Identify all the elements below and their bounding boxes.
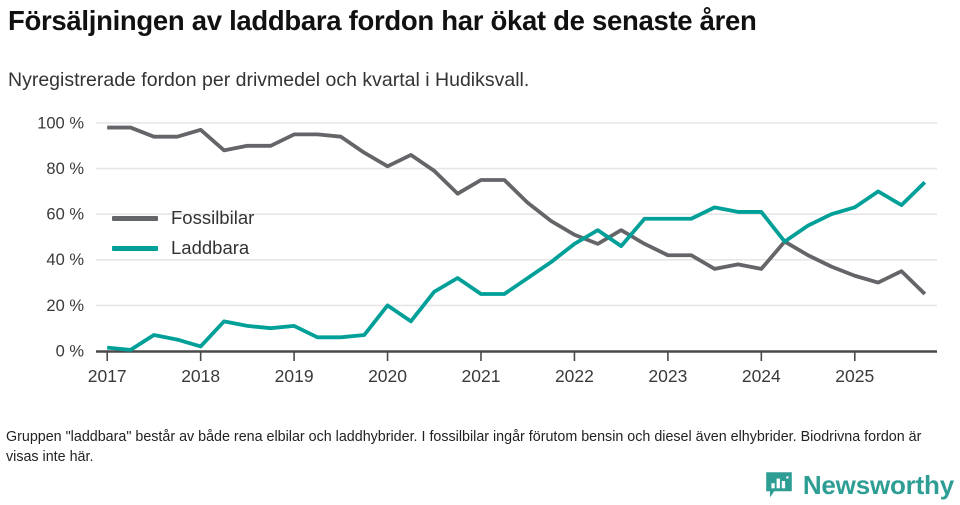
series-line-laddbara[interactable] (107, 180, 927, 352)
x-axis-tick-label: 2022 (555, 366, 594, 386)
y-axis-tick-label: 80 % (46, 160, 84, 178)
x-axis-tick-label: 2017 (88, 366, 127, 386)
y-axis-tick-label: 60 % (46, 206, 84, 224)
line-chart-svg: 0 % 20 % 40 % 60 % 80 % 100 % 2017 2018 2019 202… (37, 114, 937, 386)
legend-label-fossilbilar: Fossilbilar (171, 207, 255, 228)
chart-legend: Fossilbilar Laddbara (112, 207, 254, 259)
y-axis-tick-label: 0 % (56, 342, 85, 360)
x-axis-tick-label: 2024 (742, 366, 781, 386)
x-axis-tickmarks (106, 352, 856, 361)
bar-chart-speech-bubble-icon (766, 472, 792, 498)
x-axis-tick-labels: 2017 2018 2019 2020 2021 2022 2023 2024 2025 (88, 366, 874, 386)
y-gridlines (96, 122, 937, 307)
x-axis-tick-label: 2019 (275, 366, 314, 386)
chart-subtitle: Nyregistrerade fordon per drivmedel och … (8, 69, 530, 91)
series-line-fossilbilar[interactable] (107, 125, 927, 296)
legend-color-swatch-laddbara (112, 245, 158, 251)
x-axis-tick-label: 2020 (368, 366, 407, 386)
newsworthy-logo[interactable]: Newsworthy (764, 470, 954, 500)
legend-color-swatch-fossilbilar (112, 215, 158, 221)
legend-item-fossilbilar[interactable]: Fossilbilar (112, 207, 254, 229)
page-title: Försäljningen av laddbara fordon har öka… (8, 5, 757, 36)
chart-plot-area: 0 % 20 % 40 % 60 % 80 % 100 % 2017 2018 2019 202… (0, 108, 960, 398)
y-axis-tick-labels: 0 % 20 % 40 % 60 % 80 % 100 % (37, 114, 84, 360)
x-axis-tick-label: 2025 (835, 366, 874, 386)
x-axis-tick-label: 2018 (181, 366, 220, 386)
x-axis-tick-label: 2023 (648, 366, 687, 386)
y-axis-tick-label: 20 % (46, 297, 84, 315)
legend-label-laddbara: Laddbara (171, 237, 250, 258)
y-axis-tick-label: 100 % (37, 114, 84, 132)
x-axis-tick-label: 2021 (462, 366, 501, 386)
legend-item-laddbara[interactable]: Laddbara (112, 237, 254, 259)
y-axis-tick-label: 40 % (46, 251, 84, 269)
series-lines (107, 125, 927, 352)
newsworthy-wordmark: Newsworthy (802, 470, 954, 500)
chart-footnote: Gruppen "laddbara" består av både rena e… (6, 429, 922, 465)
